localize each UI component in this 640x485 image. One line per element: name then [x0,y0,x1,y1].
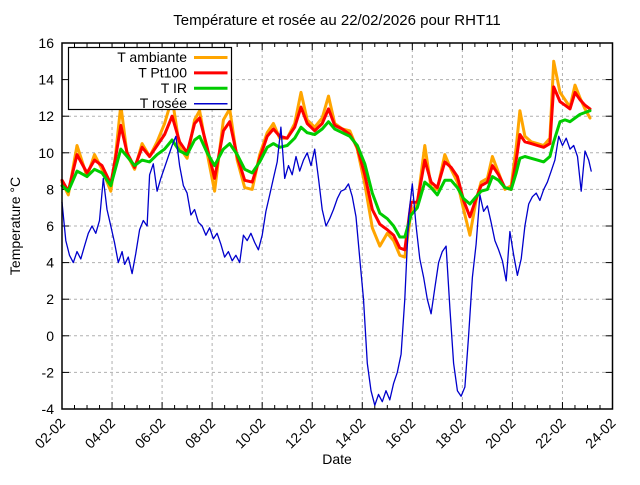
x-tick-label: 14-02 [332,415,369,452]
y-tick-label: 10 [38,145,54,161]
y-tick-label: -4 [42,401,55,417]
x-tick-label: 10-02 [232,415,269,452]
x-tick-label: 20-02 [482,415,519,452]
plot-border [61,42,614,410]
y-tick-label: 12 [38,108,54,124]
legend-label-ir: T IR [161,80,187,96]
series-line-t-ir [60,109,592,239]
chart-title: Température et rosée au 22/02/2026 pour … [173,12,500,29]
x-axis-label: Date [322,451,352,467]
y-tick-label: 6 [46,218,54,234]
series-line-t-ambiante [60,59,592,259]
y-tick-label: 4 [46,255,54,271]
x-tick-label: 04-02 [82,415,119,452]
y-tick-label: 14 [38,72,54,88]
series-line-t-rosée [61,126,592,406]
x-tick-label: 18-02 [432,415,469,452]
legend-label-ambiante: T ambiante [117,49,187,65]
legend-label-pt100: T Pt100 [138,64,187,80]
legend-box: T ambiante T Pt100 T IR T rosée [67,46,233,111]
x-tick-label: 16-02 [382,415,419,452]
x-tick-label: 06-02 [132,415,169,452]
x-tick-label: 08-02 [182,415,219,452]
legend-label-rosee: T rosée [140,95,187,111]
x-tick-label: 22-02 [532,415,569,452]
x-tick-label: 02-02 [31,415,68,452]
x-tick-label: 12-02 [282,415,319,452]
y-tick-label: 8 [46,181,54,197]
y-tick-label: 0 [46,328,54,344]
y-tick-label: 2 [46,291,54,307]
y-tick-label: 16 [38,35,54,51]
x-tick-label: 24-02 [582,415,619,452]
series-line-t-pt100 [60,85,592,252]
y-axis-label: Temperature °C [7,177,23,275]
y-tick-label: -2 [42,364,55,380]
